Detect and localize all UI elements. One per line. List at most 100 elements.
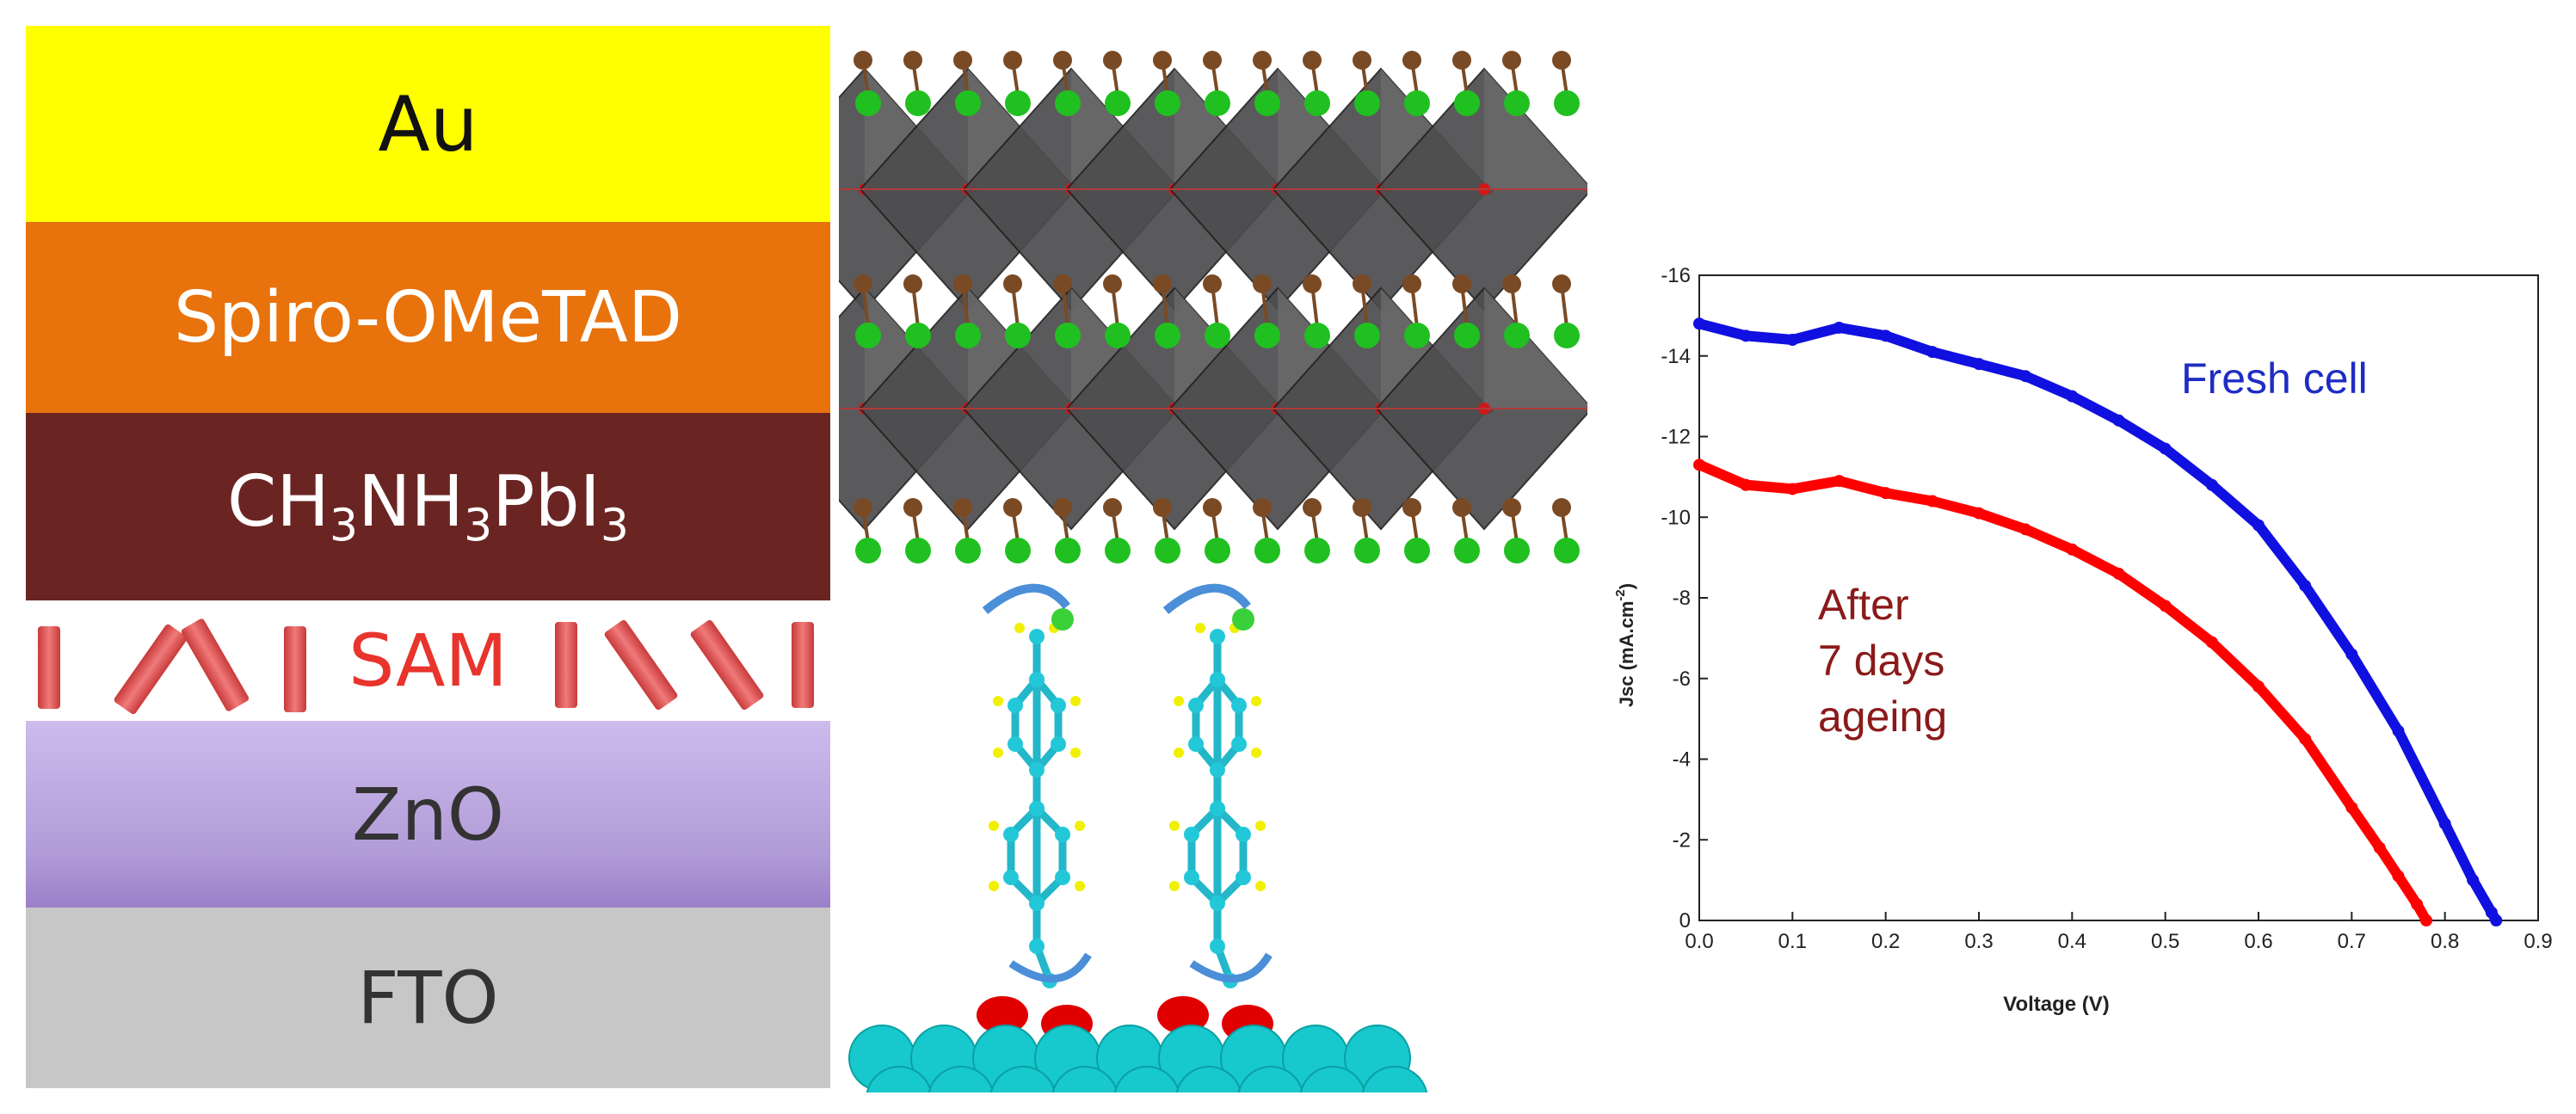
carbon-atom <box>1184 870 1199 885</box>
data-point <box>2373 841 2386 854</box>
layer-perovskite-label: CH3NH3PbI3 <box>227 461 629 552</box>
cation-bond <box>1161 507 1169 543</box>
cation-bond <box>961 507 970 543</box>
nitrogen-atom <box>1055 90 1081 116</box>
hydrogen-atom <box>1070 696 1081 706</box>
cation-bond <box>1011 283 1020 328</box>
nitrogen-atom <box>1304 90 1330 116</box>
carbon-atom <box>1236 827 1251 842</box>
cation-bond <box>1410 283 1419 328</box>
nitrogen-atom <box>905 323 931 348</box>
layer-spiro: Spiro-OMeTAD <box>26 222 830 413</box>
carbon-atom <box>1210 762 1225 778</box>
oxygen-atom <box>977 996 1028 1034</box>
sam-molecule-model <box>839 559 1441 1114</box>
cation-bond <box>961 283 970 328</box>
halogen-atom <box>1051 608 1074 631</box>
hydrogen-atom <box>1174 696 1184 706</box>
nitrogen-atom <box>1105 90 1131 116</box>
carbon-atom <box>1055 827 1070 842</box>
series-line-1 <box>1694 459 2431 926</box>
x-tick-label: 0.7 <box>2338 930 2366 953</box>
x-tick-label: 0.5 <box>2151 930 2179 953</box>
data-point <box>1740 478 1753 491</box>
carbon-atom <box>1008 736 1023 752</box>
nitrogen-atom <box>1205 538 1230 563</box>
hydrogen-atom <box>1255 821 1266 831</box>
y-tick-label: -8 <box>1673 587 1691 610</box>
hydrogen-atom <box>1075 881 1085 891</box>
x-tick-label: 0.9 <box>2524 930 2552 953</box>
hydrogen-atom <box>1251 696 1261 706</box>
layer-au: Au <box>26 26 830 222</box>
y-tick-label: -12 <box>1661 426 1691 449</box>
carbon-atom <box>1210 629 1225 644</box>
data-point <box>2019 523 2032 536</box>
carbon-atom <box>1051 736 1066 752</box>
hydrogen-atom <box>1075 821 1085 831</box>
carbon-atom <box>1231 736 1247 752</box>
carbon-atom <box>1029 672 1045 687</box>
carbon-atom <box>1210 939 1225 954</box>
data-point <box>2490 914 2503 926</box>
y-tick-label: -4 <box>1673 748 1691 772</box>
x-tick-label: 0.3 <box>1964 930 1993 953</box>
cation-bond <box>1410 59 1419 95</box>
nitrogen-atom <box>1155 90 1180 116</box>
nitrogen-atom <box>1404 323 1430 348</box>
cation-bond <box>1011 507 1020 543</box>
carbon-atom <box>1029 939 1045 954</box>
carbon-atom <box>1210 801 1225 816</box>
nitrogen-atom <box>855 538 881 563</box>
cation-bond <box>1560 507 1568 543</box>
sam-molecule-graphic <box>848 583 1428 1114</box>
rotation-arrow <box>1162 583 1251 614</box>
nitrogen-atom <box>1504 538 1530 563</box>
hydrogen-atom <box>1169 821 1180 831</box>
cation-bond <box>1061 283 1069 328</box>
cation-bond <box>1161 283 1169 328</box>
nitrogen-atom <box>1454 538 1480 563</box>
cation-bond <box>1460 59 1469 95</box>
cation-bond <box>1161 59 1169 95</box>
nitrogen-atom <box>1354 538 1380 563</box>
nitrogen-atom <box>1304 538 1330 563</box>
cation-bond <box>1111 59 1119 95</box>
layer-spiro-label: Spiro-OMeTAD <box>173 276 683 359</box>
layer-sam: SAM <box>26 600 830 721</box>
data-point <box>2438 817 2451 830</box>
cation-bond <box>1460 507 1469 543</box>
carbon-atom <box>1003 870 1019 885</box>
nitrogen-atom <box>1454 323 1480 348</box>
data-point <box>2159 600 2172 612</box>
cation-bond <box>1310 507 1319 543</box>
sam-molecules-graphic <box>38 619 814 715</box>
nitrogen-atom <box>1304 323 1330 348</box>
y-tick-label: -16 <box>1661 264 1691 287</box>
carbon-atom <box>1231 698 1247 713</box>
data-point <box>2345 648 2358 661</box>
data-point <box>1833 321 1846 334</box>
hydrogen-atom <box>1174 748 1184 758</box>
nitrogen-atom <box>905 538 931 563</box>
y-tick-label: -2 <box>1673 828 1691 852</box>
nitrogen-atom <box>1155 323 1180 348</box>
hydrogen-atom <box>1014 623 1025 633</box>
carbon-atom <box>1184 827 1199 842</box>
nitrogen-atom <box>1454 90 1480 116</box>
cation-bond <box>961 59 970 95</box>
nitrogen-atom <box>1205 323 1230 348</box>
nitrogen-atom <box>1055 323 1081 348</box>
halogen-atom <box>1232 608 1254 631</box>
rotation-arrow <box>982 583 1070 614</box>
carbon-atom <box>1029 896 1045 911</box>
annotation-aged-line1: After <box>1818 581 1909 629</box>
carbon-atom <box>1051 698 1066 713</box>
cation-bond <box>1560 59 1568 95</box>
carbon-atom <box>1029 801 1045 816</box>
nitrogen-atom <box>1005 90 1031 116</box>
cation-bond <box>1260 59 1269 95</box>
cation-bond <box>911 507 920 543</box>
data-point <box>1833 475 1846 488</box>
cation-bond <box>1310 283 1319 328</box>
